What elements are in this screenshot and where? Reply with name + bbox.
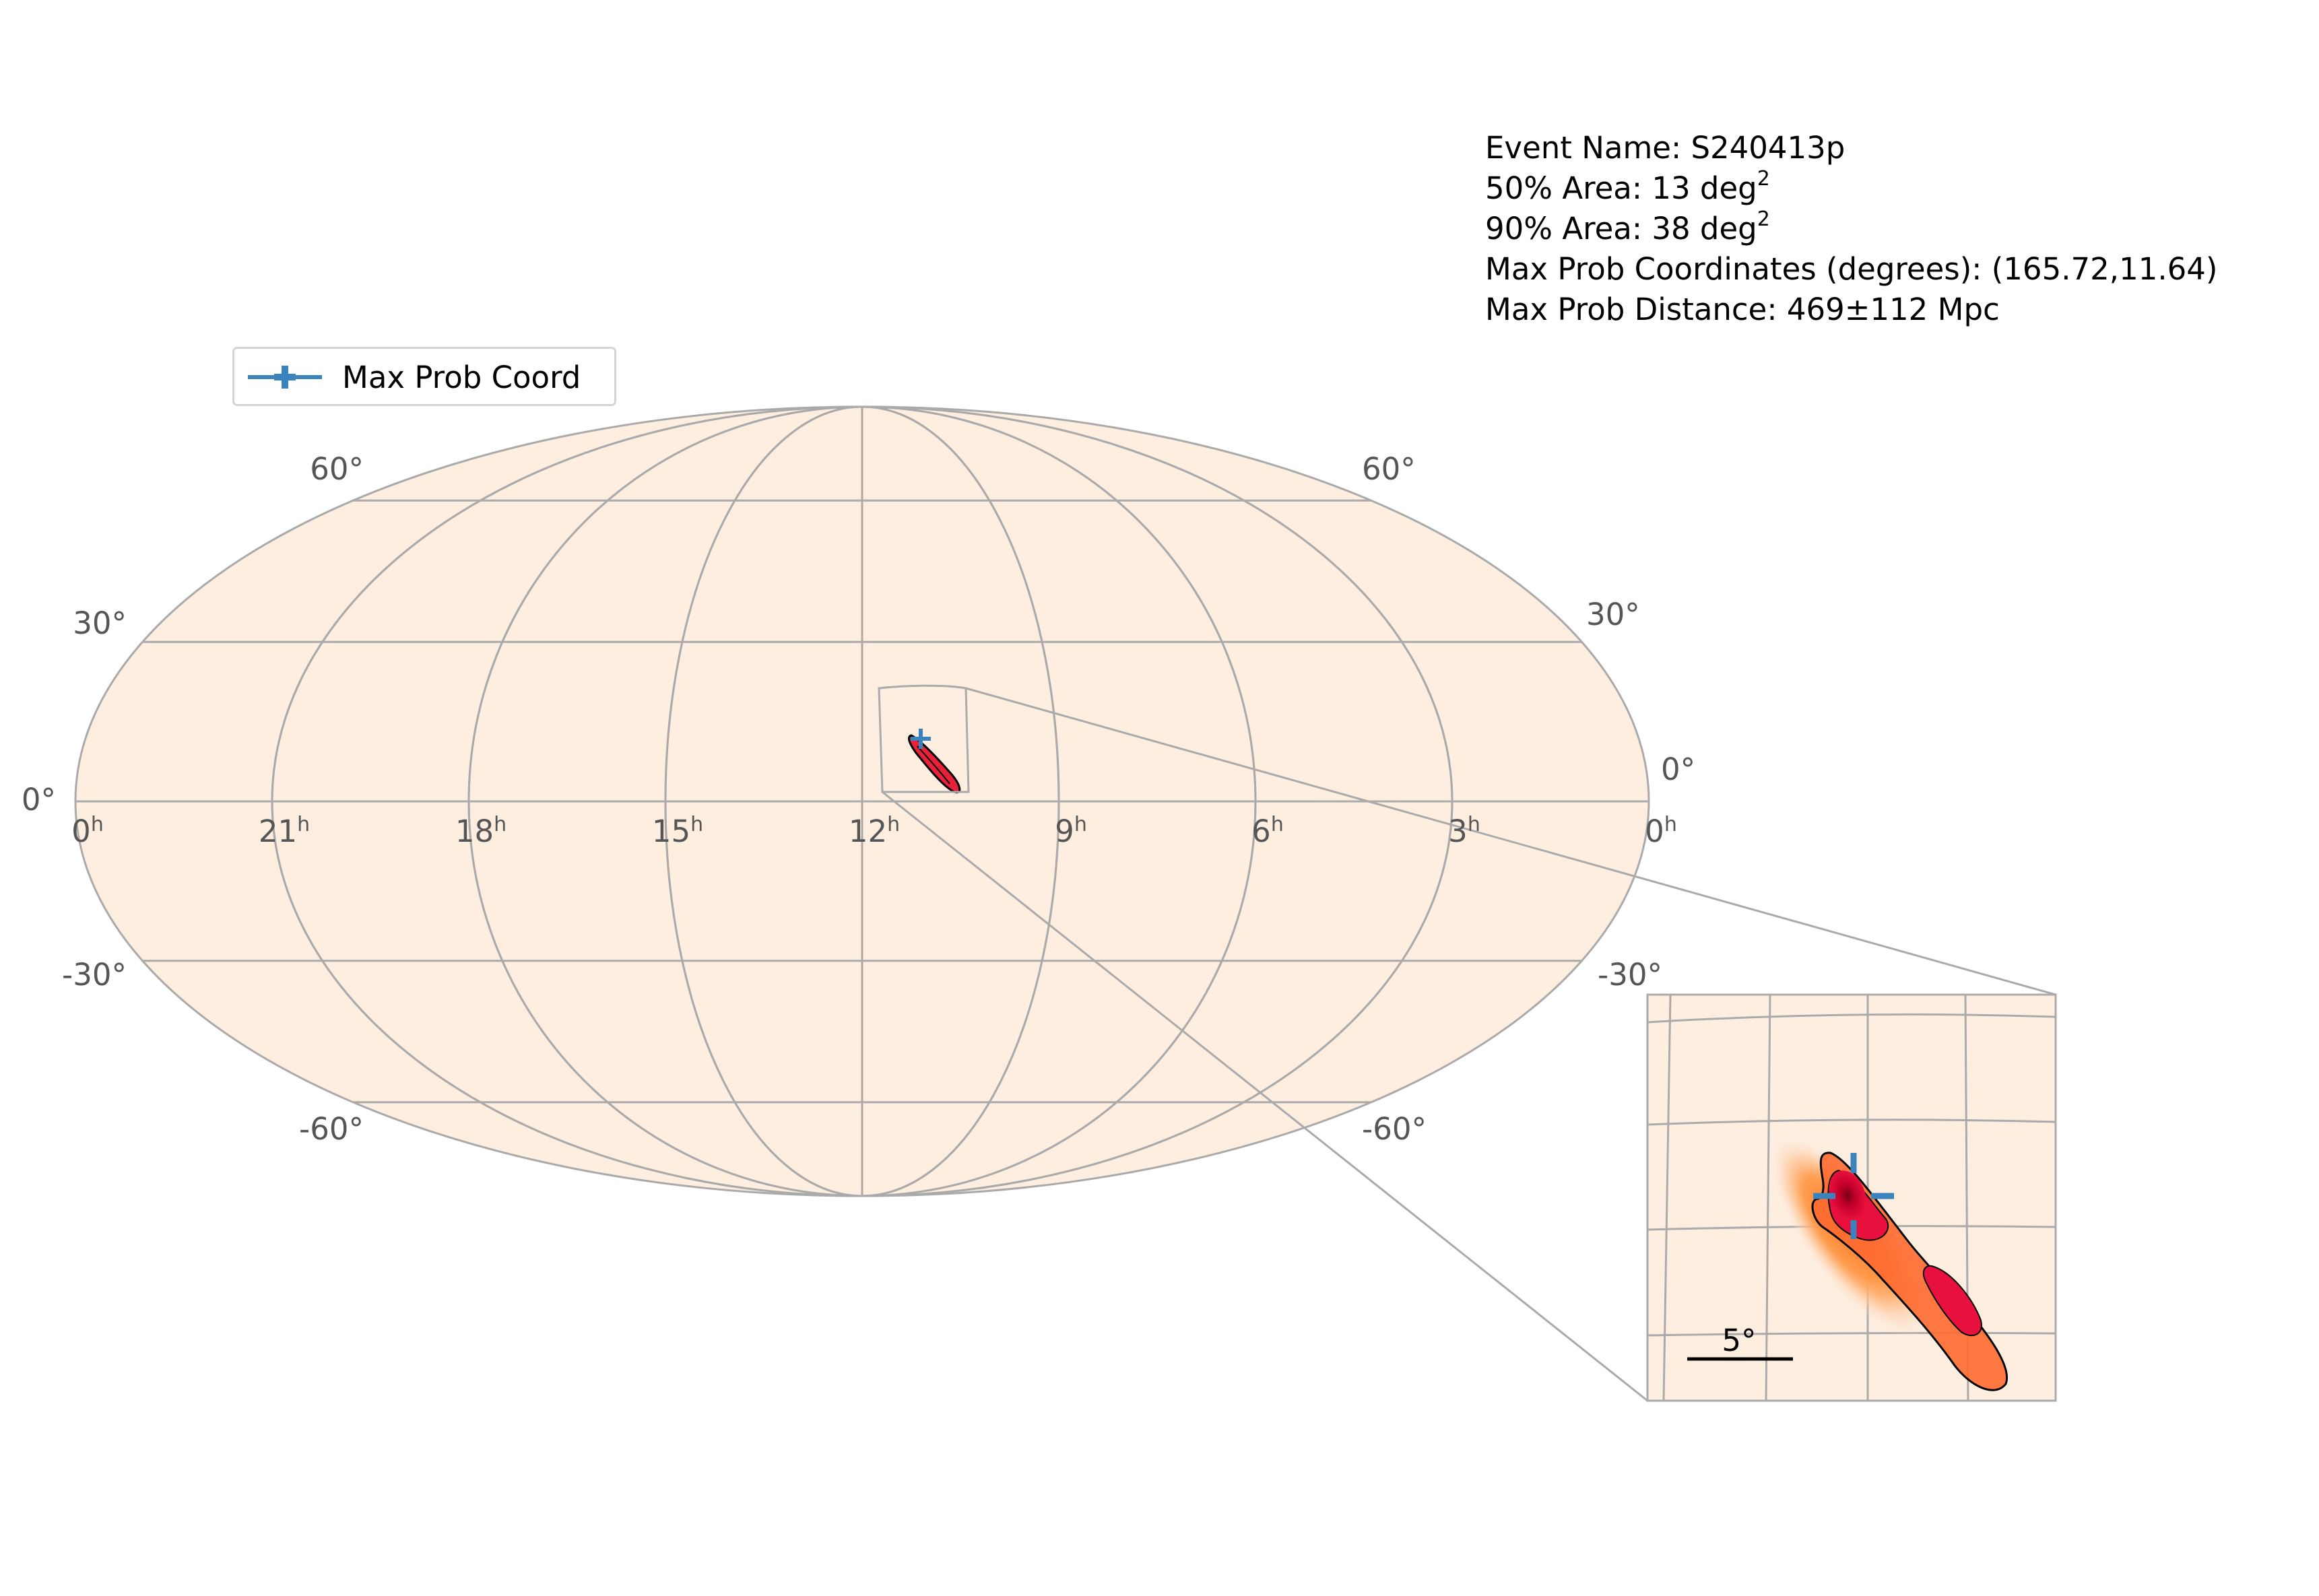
zoom-connector-top [965,687,2056,996]
ra-label: 6h [1251,813,1284,849]
mollweide-map: 0h 21h 18h 15h 12h 9h 6h 3h 0h 60° 30° 0° -30° -… [22,405,2056,1402]
dec-label-right: -60° [1362,1111,1427,1147]
ra-axis-labels: 0h 21h 18h 15h 12h 9h 6h 3h 0h [71,813,1677,849]
ra-label: 0h [71,813,104,849]
inset-frame [1646,993,2057,1402]
contour-50-percent-south [1922,1265,1982,1337]
dec-label-right: 30° [1586,597,1640,632]
dec-label-right: 60° [1362,451,1416,487]
dec-axis-labels-left: 60° 30° 0° -30° -60° [22,451,364,1147]
legend-label: Max Prob Coord [342,360,581,395]
ra-label: 3h [1448,813,1480,849]
inset-scalebar: 5° [1687,1323,1793,1361]
dec-label-left: -60° [299,1111,364,1147]
probability-peak [1829,1170,1866,1220]
scalebar-label: 5° [1722,1323,1756,1358]
ra-label: 18h [455,813,507,849]
zoom-connector-bottom [882,791,1648,1402]
legend: Max Prob Coord [232,347,616,406]
area-50: 50% Area: 13 deg2 [1485,167,1770,207]
ra-label: 21h [259,813,310,849]
zoom-region-box [878,684,970,793]
max-prob-marker-inset [1813,1153,1894,1239]
area-90: 90% Area: 38 deg2 [1485,207,1770,247]
crosshair-icon [248,366,322,389]
dec-label-left: -30° [62,957,127,993]
max-prob-marker-small [911,729,931,749]
ra-label: 0h [1645,813,1677,849]
dec-label-left: 30° [73,605,127,641]
max-prob-distance: Max Prob Distance: 469±112 Mpc [1485,292,2000,327]
dec-axis-labels-right: 60° 30° 0° -30° -60° [1362,451,1695,1147]
max-prob-coordinates: Max Prob Coordinates (degrees): (165.72,… [1485,251,2218,287]
event-info: Event Name: S240413p 50% Area: 13 deg2 9… [1485,128,2217,330]
event-name: Event Name: S240413p [1485,130,1846,166]
ra-label: 9h [1055,813,1087,849]
ra-label: 15h [652,813,703,849]
dec-label-right: 0° [1661,752,1695,787]
map-outline [74,405,1650,1197]
dec-label-right: -30° [1598,957,1662,993]
ra-label: 12h [849,813,900,849]
dec-label-left: 60° [310,451,364,487]
zoom-inset: 5° [1646,993,2057,1402]
dec-label-left: 0° [22,782,56,818]
